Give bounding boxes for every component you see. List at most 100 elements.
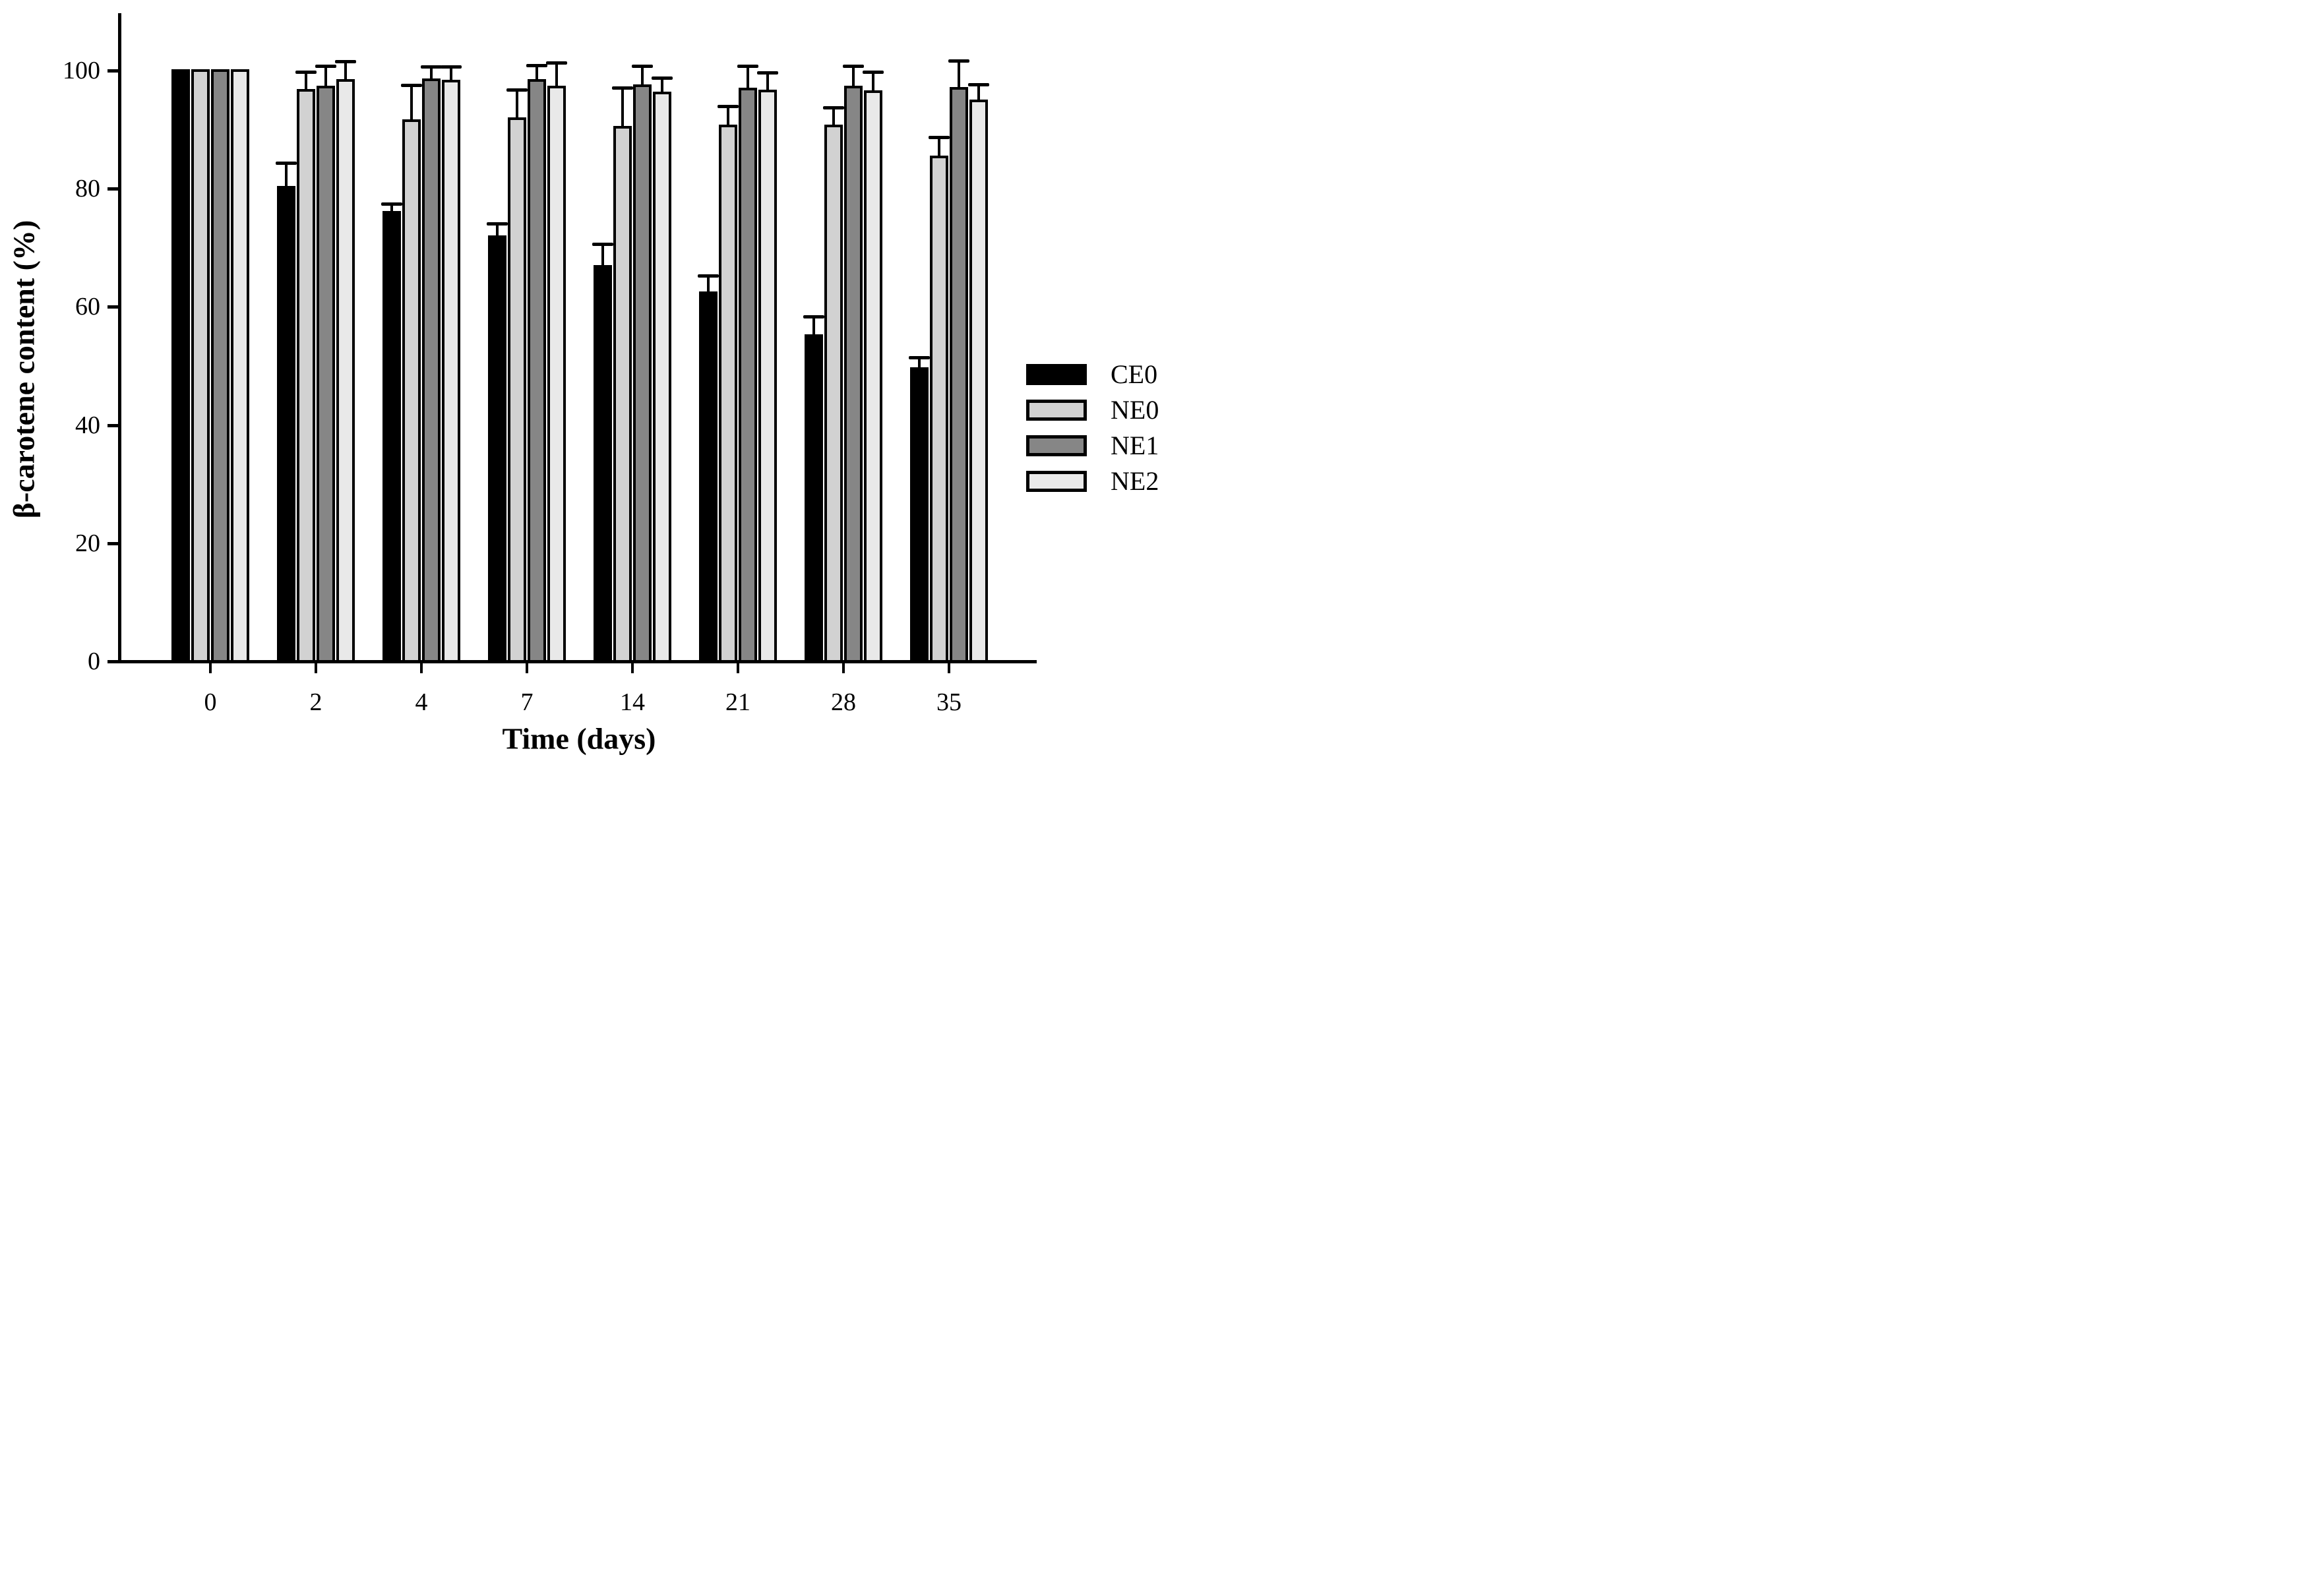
legend-label-ne0: NE0	[1111, 395, 1159, 425]
error-bar-whisker	[285, 163, 288, 186]
error-bar-whisker	[601, 244, 604, 266]
error-bar-whisker	[305, 72, 307, 89]
legend-item-ce0: CE0	[1026, 361, 1159, 388]
error-bar-whisker	[747, 65, 749, 88]
bar-ce0-day0	[171, 69, 190, 663]
error-bar-whisker	[496, 223, 499, 235]
error-bar-cap	[335, 60, 356, 64]
bar-ne0-day14	[613, 126, 632, 663]
x-tick-label: 7	[520, 688, 534, 716]
error-bar-whisker	[812, 316, 815, 335]
bar-ce0-day4	[382, 211, 401, 663]
legend-label-ne2: NE2	[1111, 466, 1159, 496]
error-bar-cap	[632, 64, 653, 68]
x-tick-label: 4	[415, 688, 428, 716]
legend-swatch-ce0	[1026, 364, 1087, 385]
x-tick	[631, 663, 634, 673]
error-bar-whisker	[390, 204, 393, 212]
error-bar-whisker	[918, 357, 921, 368]
bar-ce0-day7	[488, 235, 506, 663]
error-bar-whisker	[661, 78, 663, 92]
y-tick-label: 20	[75, 529, 100, 557]
error-bar-cap	[843, 64, 864, 68]
bar-ne0-day35	[930, 155, 948, 663]
error-bar-cap	[968, 83, 989, 87]
error-bar-whisker	[727, 106, 729, 125]
plot-area: 0 20 40 60 80 100 0 2 4 7 14 21 28 35	[0, 0, 1162, 786]
x-tick-label: 28	[831, 688, 856, 716]
error-bar-cap	[948, 59, 969, 63]
error-bar-whisker	[872, 71, 874, 91]
bar-ne2-day28	[864, 90, 882, 663]
bar-ne1-day14	[633, 84, 652, 663]
y-axis-line	[118, 13, 121, 663]
error-bar-cap	[863, 70, 884, 74]
bar-ce0-day14	[594, 265, 612, 663]
legend: CE0 NE0 NE1 NE2	[1026, 361, 1159, 506]
error-bar-cap	[546, 61, 567, 65]
error-bar-whisker	[555, 63, 558, 86]
bar-ce0-day28	[805, 334, 823, 663]
y-tick	[107, 423, 118, 427]
x-tick	[842, 663, 845, 673]
y-tick	[107, 305, 118, 309]
bar-ne2-day35	[969, 99, 988, 663]
bar-ne0-day4	[402, 119, 421, 663]
error-bar-whisker	[766, 73, 769, 90]
y-tick	[107, 187, 118, 191]
x-tick-label: 35	[936, 688, 962, 716]
bar-ne2-day2	[336, 79, 355, 663]
y-tick	[107, 660, 118, 663]
error-bar-cap	[718, 104, 739, 108]
bar-ne1-day2	[317, 86, 335, 663]
error-bar-whisker	[324, 65, 327, 86]
bar-ce0-day35	[910, 367, 929, 663]
error-bar-whisker	[410, 85, 413, 120]
bar-ne0-day0	[191, 69, 210, 663]
error-bar-whisker	[707, 275, 710, 291]
y-tick-label: 0	[88, 648, 100, 675]
error-bar-cap	[929, 136, 950, 140]
bar-ne2-day4	[442, 80, 460, 663]
y-tick	[107, 541, 118, 545]
error-bar-cap	[526, 63, 547, 67]
error-bar-whisker	[516, 90, 518, 118]
error-bar-whisker	[977, 84, 980, 100]
legend-swatch-ne1	[1026, 435, 1087, 456]
bar-ne0-day21	[719, 125, 737, 663]
error-bar-cap	[652, 76, 673, 80]
error-bar-cap	[612, 86, 633, 90]
bar-ce0-day21	[699, 291, 718, 663]
legend-swatch-ne2	[1026, 471, 1087, 492]
legend-item-ne2: NE2	[1026, 466, 1159, 496]
error-bar-cap	[506, 88, 528, 92]
x-tick	[948, 663, 950, 673]
y-tick	[107, 69, 118, 73]
x-axis-line	[118, 660, 1037, 663]
error-bar-cap	[315, 64, 336, 68]
error-bar-whisker	[450, 67, 452, 80]
x-tick	[209, 663, 212, 673]
bar-ne1-day21	[739, 87, 757, 663]
error-bar-whisker	[641, 65, 644, 85]
x-axis-title: Time (days)	[502, 721, 656, 756]
error-bar-cap	[295, 71, 317, 75]
error-bar-whisker	[621, 87, 624, 126]
x-tick-label: 0	[204, 688, 217, 716]
error-bar-whisker	[938, 137, 940, 156]
error-bar-cap	[276, 162, 297, 166]
legend-label-ne1: NE1	[1111, 431, 1159, 460]
figure: 0 20 40 60 80 100 0 2 4 7 14 21 28 35 β-carotene cont…	[0, 0, 1162, 786]
legend-item-ne0: NE0	[1026, 395, 1159, 425]
bar-ne2-day14	[653, 92, 671, 663]
error-bar-whisker	[832, 107, 835, 125]
bar-ne0-day28	[824, 125, 843, 663]
error-bar-cap	[421, 65, 442, 69]
legend-swatch-ne0	[1026, 400, 1087, 421]
error-bar-cap	[592, 243, 613, 247]
bar-ne1-day4	[422, 78, 441, 663]
bar-ne1-day35	[950, 86, 968, 663]
error-bar-whisker	[430, 67, 433, 79]
bar-ce0-day2	[277, 185, 295, 663]
error-bar-cap	[909, 356, 930, 360]
